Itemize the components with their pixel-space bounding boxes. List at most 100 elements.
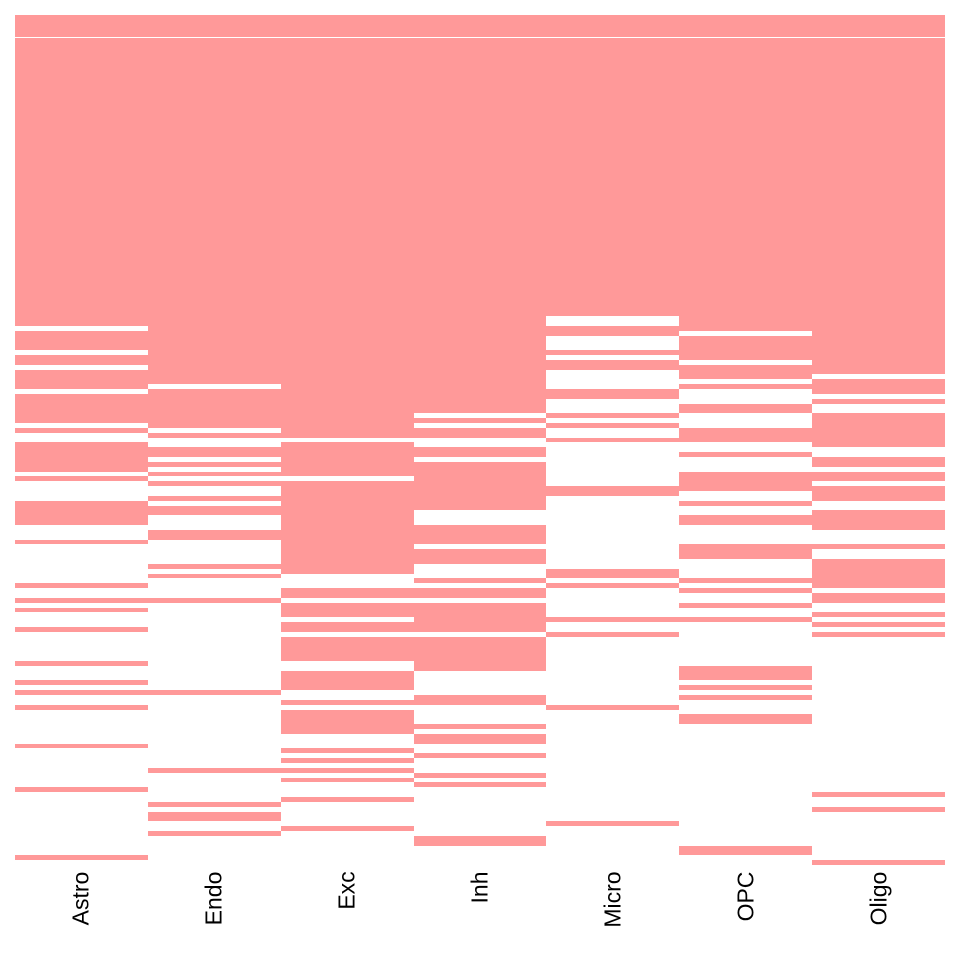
heatmap-cell-opc: [679, 846, 812, 855]
heatmap-cell-astro: [15, 627, 148, 632]
heatmap-cell-micro: [546, 423, 679, 428]
heatmap-cell-astro: [15, 744, 148, 748]
heatmap-cell-inh: [414, 695, 546, 705]
heatmap-cell-endo: [148, 462, 281, 467]
heatmap-cell-astro: [15, 394, 148, 423]
heatmap-cell-opc: [679, 384, 812, 389]
heatmap-cell-inh: [414, 603, 546, 632]
heatmap-cell-opc: [679, 714, 812, 724]
heatmap-cell-exc: [281, 778, 414, 782]
heatmap-cell-exc: [281, 637, 414, 661]
x-tick-label-endo: Endo: [194, 870, 234, 940]
heatmap-cell-inh: [414, 753, 546, 758]
x-tick-label-astro: Astro: [61, 870, 101, 940]
heatmap-cell-micro: [546, 438, 679, 442]
heatmap-cell-oligo: [812, 399, 945, 404]
heatmap-cell-exc: [281, 481, 414, 574]
heatmap-cell-exc: [281, 768, 414, 773]
heatmap-cell-micro: [546, 569, 679, 578]
heatmap-cell-opc: [679, 617, 812, 622]
heatmap-cell-oligo: [812, 612, 945, 617]
heatmap-cell-exc: [281, 622, 414, 632]
heatmap-cell-exc: [281, 671, 414, 690]
heatmap-cell-oligo: [812, 792, 945, 797]
heatmap-cell-endo: [148, 506, 281, 515]
heatmap-cell-opc: [679, 501, 812, 506]
heatmap-cell-endo: [148, 447, 281, 457]
heatmap-cell-exc: [281, 700, 414, 705]
heatmap-cell-micro: [546, 389, 679, 399]
heatmap-cell-astro: [15, 476, 148, 481]
heatmap-cell-micro: [546, 821, 679, 826]
heatmap-cell-astro: [15, 501, 148, 525]
x-tick-label-exc: Exc: [327, 870, 367, 940]
heatmap-cell-astro: [15, 428, 148, 433]
heatmap-cell-inh: [414, 724, 546, 729]
heatmap-cell-exc: [281, 826, 414, 831]
heatmap-cell-astro: [15, 598, 148, 603]
heatmap-cell-oligo: [812, 544, 945, 549]
heatmap-cell-astro: [15, 370, 148, 389]
x-tick-label-text: OPC: [732, 871, 759, 922]
heatmap-cell-endo: [148, 481, 281, 486]
heatmap-cell-oligo: [812, 510, 945, 530]
heatmap-cell-oligo: [812, 622, 945, 627]
heatmap-cell-endo: [148, 472, 281, 476]
heatmap-cell-endo: [148, 802, 281, 807]
heatmap-cell-micro: [546, 360, 679, 370]
heatmap-cell-inh: [414, 782, 546, 787]
heatmap-cell-astro: [15, 705, 148, 710]
heatmap-cell-opc: [679, 428, 812, 442]
heatmap-cell-inh: [414, 525, 546, 544]
heatmap-cell-endo: [148, 574, 281, 578]
x-tick-label-inh: Inh: [460, 870, 500, 940]
heatmap-cell-endo: [148, 15, 281, 384]
heatmap-cell-exc: [281, 748, 414, 753]
heatmap-cell-opc: [679, 588, 812, 593]
x-tick-label-text: Micro: [599, 871, 626, 928]
x-tick-label-oligo: Oligo: [859, 870, 899, 940]
heatmap-cell-exc: [281, 710, 414, 734]
x-tick-label-text: Oligo: [864, 871, 891, 926]
heatmap-cell-inh: [414, 836, 546, 846]
x-tick-label-text: Endo: [200, 871, 227, 926]
x-tick-label-opc: OPC: [726, 870, 766, 940]
heatmap-cell-oligo: [812, 486, 945, 501]
heatmap-cell-exc: [281, 442, 414, 476]
heatmap-cell-endo: [148, 564, 281, 569]
heatmap-cell-inh: [414, 578, 546, 583]
heatmap-cell-opc: [679, 15, 812, 331]
heatmap-cell-astro: [15, 787, 148, 792]
heatmap-cell-micro: [546, 486, 679, 496]
x-tick-label-micro: Micro: [593, 870, 633, 940]
heatmap-cell-opc: [679, 336, 812, 360]
heatmap-cell-astro: [15, 15, 148, 326]
heatmap-cell-oligo: [812, 593, 945, 603]
heatmap-cell-astro: [15, 583, 148, 588]
heatmap-cell-inh: [414, 15, 546, 413]
heatmap-cell-opc: [679, 578, 812, 583]
heatmap-cell-opc: [679, 515, 812, 525]
heatmap-cell-opc: [679, 666, 812, 680]
heatmap-cell-inh: [414, 462, 546, 510]
heatmap-cell-micro: [546, 350, 679, 355]
heatmap-cell-micro: [546, 705, 679, 710]
heatmap-cell-oligo: [812, 632, 945, 637]
heatmap-cell-inh: [414, 773, 546, 778]
heatmap-cell-astro: [15, 855, 148, 860]
heatmap-cell-opc: [679, 404, 812, 413]
heatmap-cell-endo: [148, 496, 281, 501]
heatmap-cell-inh: [414, 588, 546, 598]
heatmap-cell-endo: [148, 598, 281, 603]
heatmap-cell-inh: [414, 418, 546, 423]
heatmap-cell-micro: [546, 326, 679, 336]
heatmap-cell-inh: [414, 637, 546, 671]
row-separator-line: [15, 37, 945, 38]
heatmap-cell-inh: [414, 447, 546, 457]
heatmap-cell-opc: [679, 603, 812, 608]
heatmap-cell-micro: [546, 413, 679, 418]
heatmap-cell-oligo: [812, 379, 945, 394]
heatmap-cell-opc: [679, 544, 812, 559]
heatmap-cell-oligo: [812, 472, 945, 481]
heatmap-cell-astro: [15, 331, 148, 350]
